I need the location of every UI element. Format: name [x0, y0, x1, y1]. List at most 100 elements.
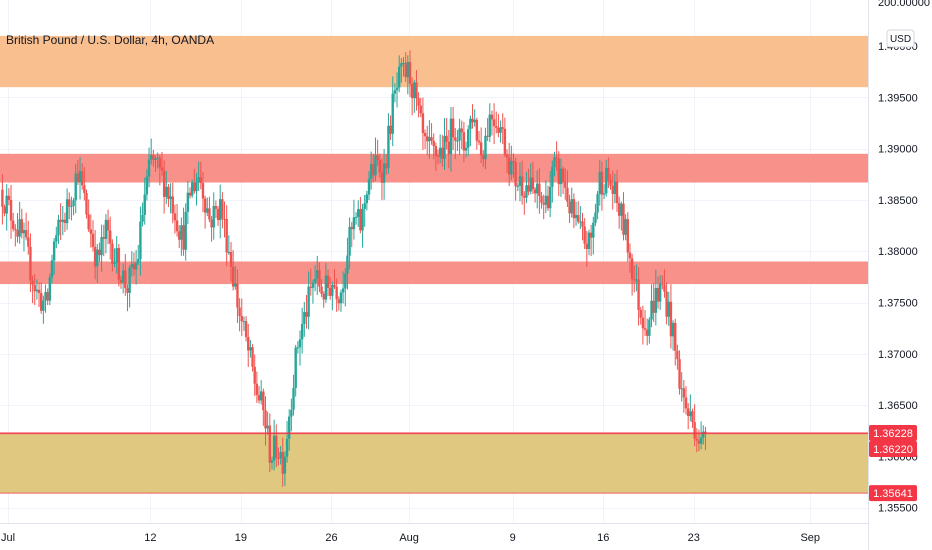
- candle-body: [553, 157, 556, 167]
- candle-body: [190, 182, 194, 196]
- candle-body: [102, 237, 105, 239]
- candle-body: [398, 66, 401, 88]
- candle-body: [704, 431, 707, 433]
- zone-0[interactable]: [0, 35, 868, 88]
- candle-body: [525, 185, 528, 198]
- candle-body: [643, 328, 647, 330]
- candle-body: [531, 177, 535, 190]
- candle-body: [410, 83, 414, 99]
- zone-3[interactable]: [0, 433, 868, 494]
- candle-body: [518, 176, 522, 186]
- candle-body: [641, 317, 645, 329]
- candle: [162, 160, 166, 214]
- price-tag[interactable]: 1.35641: [869, 485, 917, 502]
- candle: [475, 117, 479, 150]
- candle-body: [555, 157, 558, 159]
- candle-body: [507, 157, 511, 175]
- candle-body: [495, 126, 498, 128]
- candle: [367, 171, 371, 201]
- candle-body: [193, 182, 196, 192]
- candle: [279, 446, 282, 465]
- candle: [339, 289, 343, 312]
- candle: [14, 224, 17, 247]
- candle-body: [121, 270, 125, 283]
- candle-body: [663, 284, 666, 292]
- candle-body: [404, 62, 407, 78]
- time-axis[interactable]: Jul 12 19 26 Aug 9 16 23 Sep: [1, 532, 820, 544]
- candle-body: [126, 288, 129, 293]
- candle: [24, 212, 28, 241]
- candle-body: [617, 203, 621, 216]
- candle: [699, 421, 703, 450]
- candle: [225, 205, 228, 267]
- candle: [324, 262, 328, 303]
- candle-body: [369, 164, 373, 179]
- candle: [283, 451, 287, 486]
- candle: [16, 213, 19, 243]
- candle-body: [335, 286, 338, 300]
- candle-body: [180, 225, 183, 240]
- candle: [48, 273, 52, 306]
- candle: [223, 201, 226, 238]
- price-tick: 1.39000: [878, 144, 918, 156]
- candle-body: [536, 183, 539, 194]
- candle: [184, 203, 187, 261]
- candle: [486, 118, 489, 142]
- candle: [203, 195, 207, 229]
- candle-body: [124, 270, 127, 289]
- candle: [542, 194, 545, 220]
- candle-body: [430, 137, 433, 141]
- candle-body: [35, 289, 39, 292]
- candle: [98, 242, 101, 263]
- candle-body: [115, 248, 118, 263]
- candle-body: [93, 246, 97, 267]
- candle-body: [451, 118, 455, 138]
- candle-body: [14, 229, 17, 231]
- candle: [520, 160, 524, 205]
- candle: [206, 197, 209, 217]
- candle: [413, 80, 416, 113]
- candle-body: [326, 275, 330, 288]
- candle-body: [423, 133, 427, 137]
- price-tag[interactable]: 1.36220: [869, 440, 917, 457]
- candle-body: [695, 438, 699, 441]
- candle-body: [149, 155, 153, 160]
- candle: [467, 125, 470, 156]
- candle-body: [402, 62, 405, 64]
- candle-body: [268, 425, 272, 463]
- candle-body: [635, 279, 638, 281]
- candle-body: [229, 251, 233, 267]
- candle-body: [671, 322, 675, 337]
- candle-body: [471, 118, 474, 123]
- candle: [514, 157, 517, 201]
- candle: [326, 269, 330, 296]
- currency-label: USD: [890, 34, 911, 45]
- candle: [318, 262, 321, 293]
- candle: [182, 207, 185, 256]
- candle: [540, 191, 543, 209]
- candle-body: [167, 186, 170, 200]
- candle: [253, 354, 256, 397]
- candle: [594, 203, 597, 227]
- candle: [576, 201, 580, 224]
- candle-body: [490, 114, 494, 120]
- price-tick: 1.35500: [878, 503, 918, 515]
- candle: [680, 372, 683, 402]
- candle: [124, 254, 127, 296]
- candle: [389, 115, 392, 141]
- candle-body: [479, 142, 483, 156]
- candle: [512, 153, 515, 178]
- currency-badge[interactable]: USD: [886, 29, 915, 48]
- candle: [219, 184, 222, 239]
- price-tag[interactable]: 1.36228: [869, 424, 917, 441]
- candle-body: [154, 158, 157, 160]
- candle: [300, 307, 304, 354]
- candle: [139, 206, 142, 276]
- candle: [479, 127, 483, 164]
- candle-body: [109, 230, 112, 244]
- zone-2[interactable]: [0, 261, 868, 285]
- candle: [143, 177, 146, 225]
- candle: [572, 193, 576, 229]
- candle: [42, 295, 45, 324]
